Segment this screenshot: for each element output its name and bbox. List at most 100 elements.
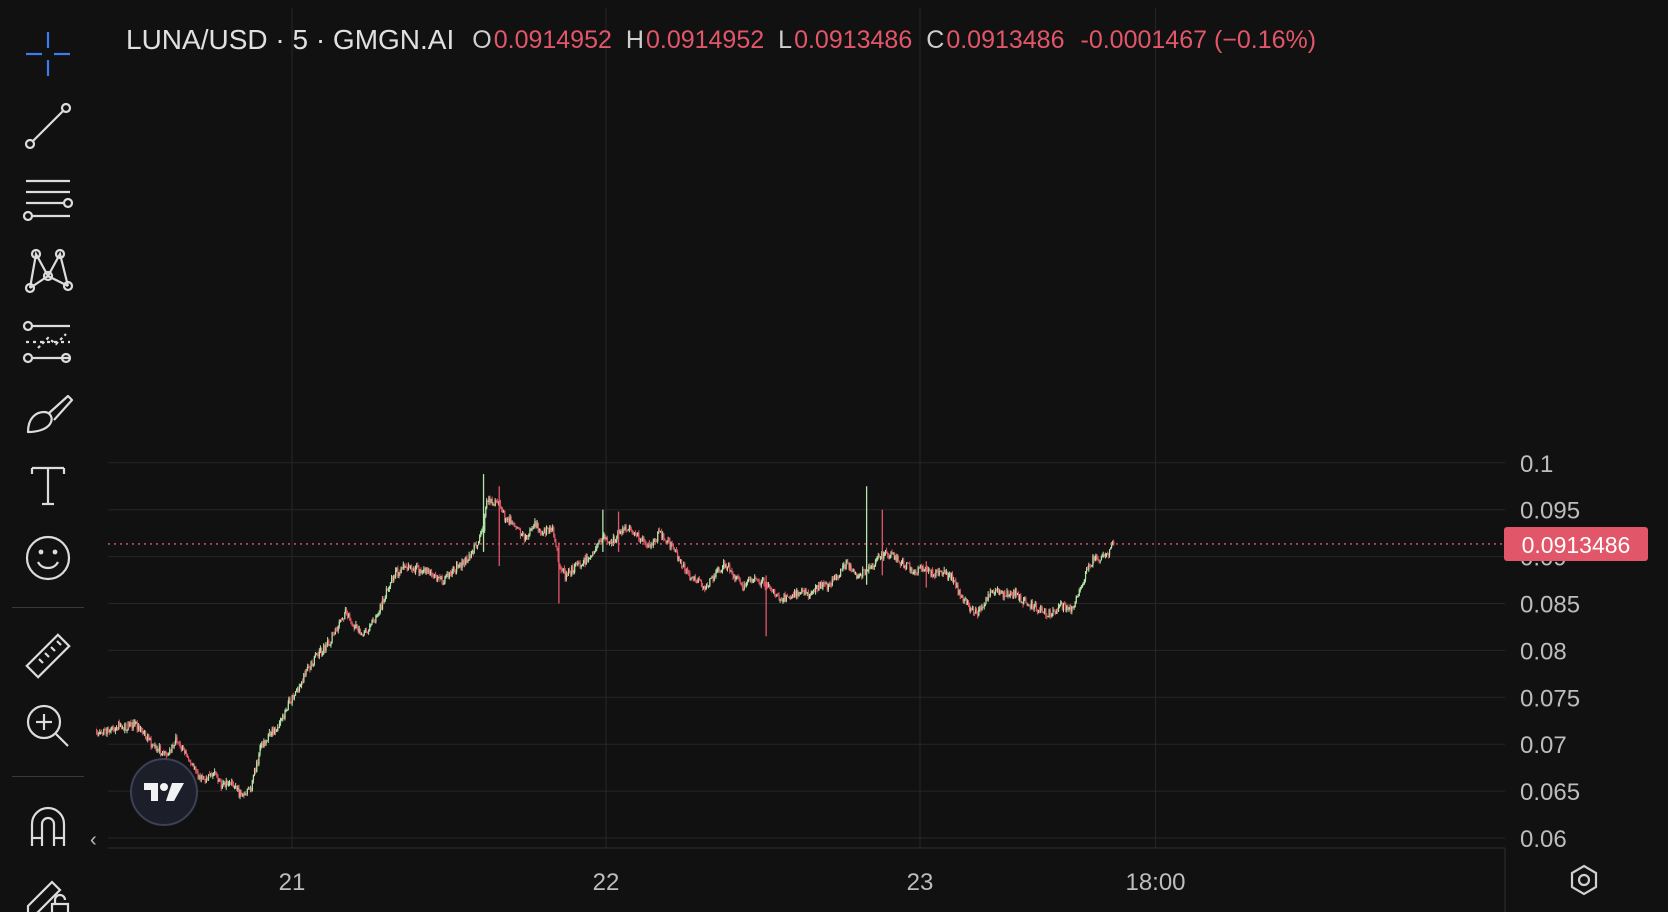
candle-body: [298, 685, 301, 691]
candle-body: [165, 752, 168, 756]
candle-body: [475, 544, 478, 549]
candle-body: [807, 591, 810, 598]
candle-body: [970, 607, 973, 610]
xabcd-pattern-tool[interactable]: [14, 240, 82, 300]
candle-body: [917, 567, 919, 574]
chart-settings-button[interactable]: [1566, 862, 1602, 898]
candle-body: [1108, 549, 1111, 556]
crosshair-tool[interactable]: [14, 24, 82, 84]
candle-body: [857, 576, 859, 578]
candle-body: [582, 563, 585, 565]
candle-body: [581, 564, 583, 566]
fib-retracement-tool[interactable]: [14, 168, 82, 228]
candle-body: [355, 624, 357, 628]
candle-body: [759, 583, 761, 586]
candle-body: [951, 574, 954, 582]
candle-body: [997, 588, 999, 592]
candle-body: [700, 580, 703, 586]
tradingview-logo[interactable]: [130, 758, 198, 826]
ruler-tool[interactable]: [14, 626, 82, 686]
candle-body: [343, 618, 345, 620]
y-axis-tick-label: 0.06: [1520, 826, 1567, 853]
candle-body: [659, 531, 662, 533]
candle-body: [243, 794, 245, 796]
candle-body: [902, 560, 904, 563]
candle-body: [506, 518, 508, 520]
candle-body: [751, 579, 753, 583]
candle-body: [576, 563, 578, 566]
candle-body: [111, 727, 113, 730]
candle-body: [745, 582, 748, 587]
candle-body: [560, 567, 562, 571]
candle-body: [817, 585, 819, 591]
candle-body: [565, 573, 567, 580]
candle-body: [853, 569, 856, 573]
candle-body: [306, 669, 308, 671]
candle-body: [852, 569, 854, 572]
candle-body: [326, 644, 328, 646]
candle-body: [449, 572, 452, 574]
zoom-in-tool[interactable]: [14, 696, 82, 756]
candle-body: [1011, 595, 1014, 597]
candle-body: [385, 588, 388, 597]
forecast-tool[interactable]: [14, 312, 82, 372]
candle-body: [402, 564, 405, 569]
candle-body: [1090, 565, 1092, 567]
candle-body: [822, 581, 824, 589]
candle-body: [874, 562, 877, 566]
candle-body: [515, 526, 517, 528]
candle-body: [332, 633, 334, 635]
symbol-title[interactable]: LUNA/USD · 5 · GMGN.AI: [126, 24, 455, 55]
text-tool[interactable]: [14, 456, 82, 516]
candle-body: [1072, 606, 1074, 608]
lock-drawing-tool[interactable]: [14, 866, 82, 912]
candle-body: [566, 573, 569, 575]
candle-body: [1084, 571, 1087, 580]
candle-body: [903, 565, 905, 568]
candle-body: [705, 584, 708, 589]
candle-body: [720, 570, 723, 572]
candle-body: [1041, 610, 1044, 612]
candle-body: [836, 575, 838, 581]
candle-body: [485, 507, 487, 517]
candle-body: [613, 536, 616, 542]
candle-body: [114, 728, 117, 732]
toolbar-collapse-button[interactable]: ‹: [90, 829, 97, 851]
candle-body: [201, 775, 204, 780]
candle-body: [1038, 610, 1040, 612]
candle-body: [126, 730, 128, 732]
candle-body: [129, 722, 131, 726]
candle-body: [878, 555, 881, 558]
candle-body: [754, 577, 756, 582]
candle-body: [1021, 602, 1023, 604]
candle-body: [388, 586, 391, 589]
emoji-tool[interactable]: [14, 528, 82, 588]
candle-body: [1113, 541, 1115, 545]
drawing-toolbar: ‹: [0, 0, 97, 912]
candle-body: [391, 577, 393, 583]
text-icon: [30, 466, 66, 506]
candle-body: [1039, 610, 1041, 613]
candle-body: [424, 568, 426, 574]
trend-line-tool[interactable]: [14, 96, 82, 156]
candle-body: [791, 594, 794, 598]
candle-body: [536, 523, 538, 528]
candle-body: [368, 630, 370, 632]
candle-body: [703, 586, 705, 588]
candle-body: [202, 778, 205, 780]
candle-body: [386, 588, 389, 590]
candle-body: [229, 783, 231, 785]
candle-body: [989, 590, 992, 596]
candle-body: [285, 709, 287, 711]
candle-body: [357, 626, 359, 633]
candle-body: [269, 731, 271, 735]
candle-body: [328, 640, 330, 646]
candle-body: [1008, 595, 1010, 597]
brush-tool[interactable]: [14, 384, 82, 444]
candle-body: [425, 568, 427, 574]
magnet-tool[interactable]: [14, 796, 82, 856]
candle-body: [705, 588, 707, 590]
candle-body: [124, 723, 126, 731]
candle-body: [250, 788, 252, 791]
